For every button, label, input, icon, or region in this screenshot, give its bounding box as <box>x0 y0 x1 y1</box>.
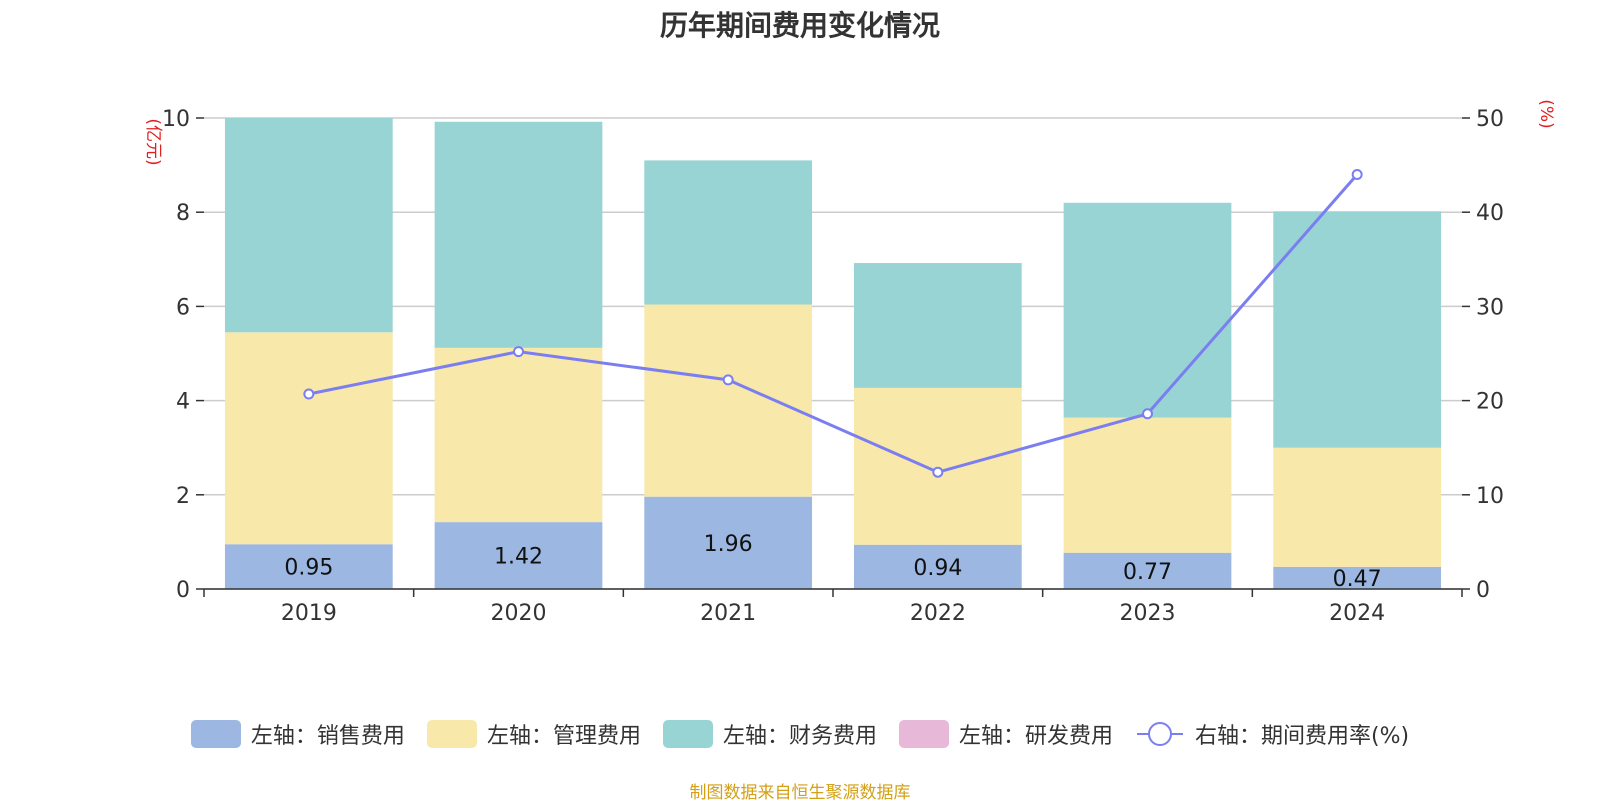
left-axis-tick-label: 2 <box>176 484 190 509</box>
bar-segment <box>434 121 603 348</box>
chart-title: 历年期间费用变化情况 <box>659 9 940 42</box>
bar-segment <box>853 544 1022 589</box>
bar-segment <box>853 263 1022 388</box>
bar-segment <box>224 332 393 545</box>
bar-segment <box>1063 417 1232 553</box>
x-axis-tick-label: 2020 <box>491 601 547 626</box>
legend-label: 右轴：期间费用率(%) <box>1194 724 1410 749</box>
right-axis-tick-label: 40 <box>1476 201 1504 226</box>
bar-segment <box>1273 566 1442 589</box>
right-axis-tick-label: 20 <box>1476 390 1504 415</box>
legend-item[interactable]: 左轴：财务费用 <box>662 718 877 750</box>
chart-area: 0 2 4 6 8 10 0 10 20 30 40 50 (亿元) (%) 0.95 1.42 1.96 0.9… <box>143 99 1556 626</box>
legend-line-swatch <box>1136 722 1183 746</box>
right-axis-unit: (%) <box>1536 99 1556 128</box>
left-axis-tick-label: 0 <box>176 578 190 603</box>
legend: 左轴：销售费用 左轴：管理费用 左轴：财务费用 左轴：研发费用 右轴：期间费用率(%) <box>0 718 1600 750</box>
bar-segment <box>1063 202 1232 418</box>
legend-label: 左轴：销售费用 <box>250 724 405 749</box>
x-axis-tick-label: 2024 <box>1329 601 1385 626</box>
rate-point <box>303 388 315 400</box>
bar-segment <box>644 304 813 497</box>
bar-segment <box>644 496 813 589</box>
legend-swatch <box>662 720 713 748</box>
right-axis-tick-label: 10 <box>1476 484 1504 509</box>
legend-swatch <box>426 720 477 748</box>
legend-item[interactable]: 右轴：期间费用率(%) <box>1135 718 1409 750</box>
left-axis-tick-label: 8 <box>176 201 190 226</box>
bar-segment <box>224 118 393 333</box>
legend-label: 左轴：财务费用 <box>722 724 877 749</box>
legend-item[interactable]: 左轴：销售费用 <box>190 718 405 750</box>
legend-swatch <box>898 720 949 748</box>
rate-point <box>722 374 734 386</box>
bar-data-label: 0.95 <box>284 556 333 581</box>
bar-data-label: 0.77 <box>1123 560 1172 585</box>
bar-data-label: 1.42 <box>494 545 543 570</box>
bar-segment <box>1273 211 1442 448</box>
left-axis-tick-label: 4 <box>176 390 190 415</box>
x-axis-tick-label: 2019 <box>281 601 337 626</box>
bar-segment <box>644 160 813 305</box>
left-axis-tick-label: 6 <box>176 295 190 320</box>
x-axis-tick-label: 2023 <box>1120 601 1176 626</box>
bar-data-label: 1.96 <box>704 532 753 557</box>
legend-swatch <box>190 720 241 748</box>
rate-line <box>308 173 1359 474</box>
right-axis-tick-label: 50 <box>1476 107 1504 132</box>
bar-data-label: 0.47 <box>1333 567 1382 592</box>
bar-segment <box>434 347 603 523</box>
rate-point <box>932 466 944 478</box>
legend-item[interactable]: 左轴：管理费用 <box>426 718 641 750</box>
legend-label: 左轴：研发费用 <box>958 724 1113 749</box>
bar-segment <box>434 522 603 589</box>
right-axis-tick-label: 30 <box>1476 295 1504 320</box>
left-axis-unit: (亿元) <box>143 118 163 165</box>
bar-segment <box>853 387 1022 545</box>
bar-segment <box>224 544 393 589</box>
x-axis-tick-label: 2022 <box>910 601 966 626</box>
legend-label: 左轴：管理费用 <box>486 724 641 749</box>
left-axis-tick-label: 10 <box>162 107 190 132</box>
bar-segment <box>1063 552 1232 589</box>
bar-segment <box>1273 447 1442 567</box>
right-axis-tick-label: 0 <box>1476 578 1490 603</box>
rate-point <box>513 346 524 358</box>
rate-point <box>1142 408 1153 420</box>
x-axis-tick-label: 2021 <box>700 601 756 626</box>
bar-data-label: 0.94 <box>913 556 962 581</box>
legend-item[interactable]: 左轴：研发费用 <box>898 718 1113 750</box>
source-note: 制图数据来自恒生聚源数据库 <box>689 783 911 803</box>
rate-point <box>1351 169 1363 181</box>
